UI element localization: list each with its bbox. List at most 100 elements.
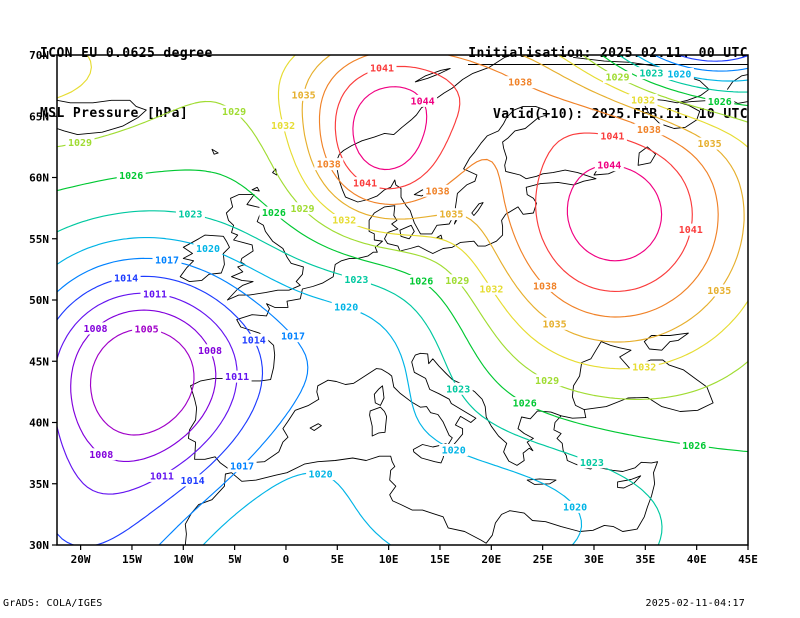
- isobar-label: 1038: [533, 281, 557, 292]
- isobar-label-group: 1026: [116, 169, 146, 182]
- isobar-label-bg: [505, 76, 535, 89]
- isobar-label-bg: [227, 460, 257, 473]
- coastline-path: [251, 186, 260, 192]
- isobar-label: 1020: [196, 244, 220, 255]
- isobar-label: 1008: [89, 450, 113, 461]
- lon-tick-label: 30E: [584, 553, 604, 566]
- isobar-label-group: 1029: [442, 274, 472, 287]
- isobar-label: 1026: [513, 399, 537, 410]
- isobar-label-bg: [439, 444, 469, 456]
- isobar-label-bg: [423, 184, 453, 197]
- isobar-label-group: 1044: [594, 159, 624, 172]
- isobar-label-bg: [341, 273, 371, 286]
- coastline-path: [230, 352, 587, 471]
- lon-tick-label: 10E: [379, 553, 399, 566]
- creation-timestamp: 2025-02-11-04:17: [645, 598, 745, 609]
- lat-tick-label: 65N: [29, 110, 49, 123]
- coastline-path: [471, 202, 484, 216]
- isobar-label-group: 1023: [636, 67, 666, 80]
- isobar-label-bg: [81, 322, 110, 335]
- lon-tick-label: 10W: [173, 553, 193, 566]
- isobar-label: 1023: [344, 275, 368, 286]
- isobar-label-group: 1032: [628, 93, 658, 106]
- isobar-label-group: 1017: [278, 330, 308, 343]
- isobar-label: 1035: [292, 90, 316, 101]
- isobar-label-bg: [560, 500, 590, 513]
- lat-tick-label: 30N: [29, 539, 49, 552]
- lat-tick-label: 50N: [29, 294, 49, 307]
- coastline-path: [57, 99, 147, 136]
- coastline-path: [309, 423, 322, 431]
- isobar-label: 1041: [353, 179, 377, 190]
- isobar-label: 1026: [119, 171, 143, 182]
- isobar-label-bg: [239, 333, 269, 346]
- isobar-label: 1029: [290, 204, 314, 215]
- isobar-label: 1032: [479, 284, 503, 295]
- isobar-label: 1017: [155, 256, 179, 267]
- isobar-path-1044: [352, 86, 663, 262]
- isobar-label-bg: [278, 330, 308, 343]
- isobar-label-group: 1041: [367, 62, 397, 75]
- isobar-label-group: 1011: [147, 469, 177, 482]
- isobar-label-group: 1008: [195, 344, 225, 357]
- isobar-label-group: 1038: [530, 279, 560, 292]
- isobar-path-1005: [89, 328, 195, 436]
- isobar-label: 1029: [535, 376, 559, 387]
- isobar-label-group: 1029: [219, 105, 249, 118]
- isobar-label: 1044: [411, 96, 435, 107]
- isobar-label: 1023: [178, 210, 202, 221]
- isobar-label: 1005: [135, 325, 159, 336]
- isobar-label-group: 1035: [436, 208, 466, 221]
- isobar-label-bg: [676, 223, 706, 236]
- isobar-label: 1014: [242, 335, 266, 346]
- isobar-label: 1023: [446, 384, 470, 395]
- lat-tick-label: 60N: [29, 172, 49, 185]
- isobar-label-bg: [510, 397, 540, 410]
- isobar-label-bg: [219, 105, 249, 118]
- isobar-path-1026: [57, 55, 748, 453]
- grads-credit: GrADS: COLA/IGES: [3, 598, 103, 609]
- coastline-path: [211, 148, 219, 155]
- isobar-label: 1035: [543, 319, 567, 330]
- isobar-label: 1011: [225, 372, 249, 383]
- isobar-label-group: 1026: [259, 206, 289, 219]
- coastline-path: [187, 55, 597, 471]
- isobar-label-group: 1020: [306, 468, 336, 481]
- isobar-label: 1017: [281, 332, 305, 343]
- lon-tick-label: 5W: [228, 553, 242, 566]
- isobar-label-group: 1026: [705, 95, 735, 108]
- isobar-label-group: 1041: [597, 130, 627, 143]
- isobar-label-bg: [436, 208, 466, 221]
- isobar-label-bg: [306, 468, 336, 481]
- isobar-label-bg: [329, 214, 359, 226]
- isobar-label-group: 1005: [132, 323, 162, 336]
- lon-tick-label: 0: [283, 553, 290, 566]
- lon-tick-label: 15E: [430, 553, 450, 566]
- isobar-label-group: 1023: [341, 273, 371, 286]
- isobar-label-bg: [86, 448, 116, 461]
- isobar-label-bg: [634, 123, 664, 136]
- coastline-path: [179, 234, 230, 283]
- isobar-label: 1020: [442, 446, 466, 457]
- isobar-label: 1038: [637, 125, 661, 136]
- isobar-label-bg: [288, 202, 317, 215]
- isobar-label: 1023: [639, 69, 663, 80]
- isobar-label-group: 1020: [331, 301, 361, 314]
- isobar-label-bg: [408, 94, 438, 107]
- lon-tick-label: 5E: [331, 553, 344, 566]
- isobar-label: 1008: [198, 346, 222, 357]
- isobar-label: 1035: [707, 286, 731, 297]
- isobar-label: 1029: [605, 73, 629, 84]
- isobar-label-group: 1038: [634, 123, 664, 136]
- isobar-label-bg: [222, 370, 252, 383]
- lon-tick-label: 25E: [533, 553, 553, 566]
- isobar-label-group: 1035: [695, 137, 725, 150]
- isobar-label-group: 1026: [406, 275, 436, 288]
- lon-tick-label: 15W: [122, 553, 142, 566]
- isobar-label-bg: [140, 287, 170, 300]
- isobar-label-group: 1032: [268, 119, 298, 132]
- isobar-label-bg: [178, 474, 208, 487]
- isobar-label-bg: [603, 71, 632, 84]
- coastline-path: [727, 74, 748, 90]
- isobar-label-bg: [540, 317, 570, 330]
